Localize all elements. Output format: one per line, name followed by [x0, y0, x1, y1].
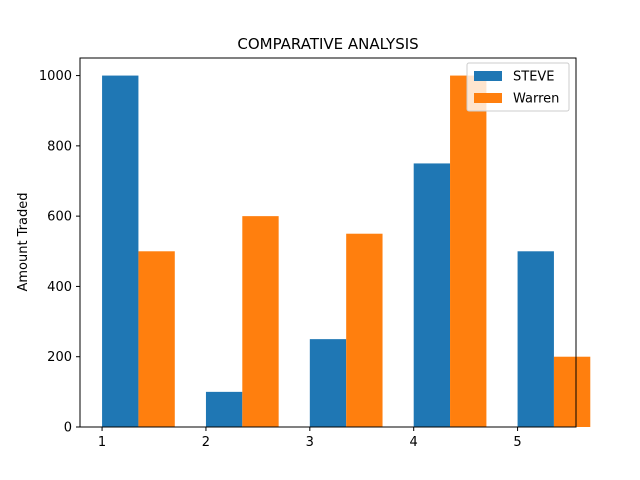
x-tick-label: 4: [410, 435, 418, 450]
x-tick-label: 5: [513, 435, 521, 450]
x-tick-label: 1: [98, 435, 106, 450]
y-tick-label: 0: [64, 421, 72, 436]
y-tick-label: 800: [47, 139, 72, 154]
bar-warren-1: [138, 251, 175, 427]
legend-swatch-steve: [474, 71, 502, 81]
bar-warren-3: [346, 233, 383, 427]
y-tick-label: 400: [47, 280, 72, 295]
x-tick-label: 3: [306, 435, 314, 450]
y-axis-label: Amount Traded: [16, 192, 31, 291]
legend-label-warren: Warren: [513, 92, 559, 107]
y-tick-label: 600: [47, 210, 72, 225]
y-tick-label: 200: [47, 350, 72, 365]
bar-warren-4: [450, 75, 487, 427]
bar-steve-4: [413, 163, 451, 427]
legend: STEVE Warren: [466, 62, 570, 112]
bar-steve-2: [205, 391, 243, 427]
bars-group: [102, 75, 591, 427]
legend-label-steve: STEVE: [513, 70, 555, 85]
axes-group: 0 200 400 600 800 1000 1 2 3 4 5: [39, 57, 577, 450]
bar-steve-5: [517, 251, 554, 427]
chart-title: COMPARATIVE ANALYSIS: [237, 35, 418, 53]
legend-swatch-warren: [474, 93, 502, 103]
y-tick-label: 1000: [39, 69, 72, 84]
bar-warren-2: [242, 216, 279, 427]
bar-steve-3: [309, 339, 347, 427]
plot-frame: [79, 57, 577, 428]
x-tick-label: 2: [202, 435, 210, 450]
bar-warren-5: [553, 356, 591, 427]
bar-steve-1: [102, 75, 139, 427]
